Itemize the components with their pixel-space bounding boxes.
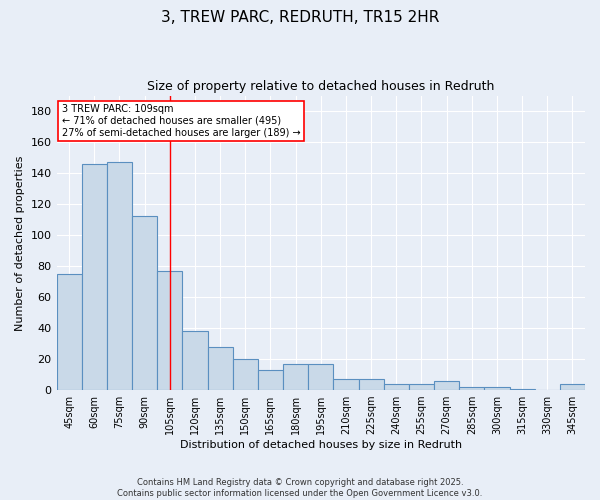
Bar — [434, 381, 459, 390]
Bar — [132, 216, 157, 390]
Text: Contains HM Land Registry data © Crown copyright and database right 2025.
Contai: Contains HM Land Registry data © Crown c… — [118, 478, 482, 498]
Bar — [283, 364, 308, 390]
Bar — [484, 387, 509, 390]
Bar — [258, 370, 283, 390]
Bar — [308, 364, 334, 390]
Bar — [334, 379, 359, 390]
Bar — [157, 270, 182, 390]
Text: 3, TREW PARC, REDRUTH, TR15 2HR: 3, TREW PARC, REDRUTH, TR15 2HR — [161, 10, 439, 25]
Text: 3 TREW PARC: 109sqm
← 71% of detached houses are smaller (495)
27% of semi-detac: 3 TREW PARC: 109sqm ← 71% of detached ho… — [62, 104, 301, 138]
Bar — [359, 379, 383, 390]
Bar — [107, 162, 132, 390]
Bar — [56, 274, 82, 390]
Bar — [560, 384, 585, 390]
X-axis label: Distribution of detached houses by size in Redruth: Distribution of detached houses by size … — [180, 440, 462, 450]
Y-axis label: Number of detached properties: Number of detached properties — [15, 155, 25, 330]
Title: Size of property relative to detached houses in Redruth: Size of property relative to detached ho… — [147, 80, 494, 93]
Bar — [233, 359, 258, 390]
Bar — [82, 164, 107, 390]
Bar — [509, 388, 535, 390]
Bar — [383, 384, 409, 390]
Bar — [459, 387, 484, 390]
Bar — [182, 331, 208, 390]
Bar — [409, 384, 434, 390]
Bar — [208, 346, 233, 390]
